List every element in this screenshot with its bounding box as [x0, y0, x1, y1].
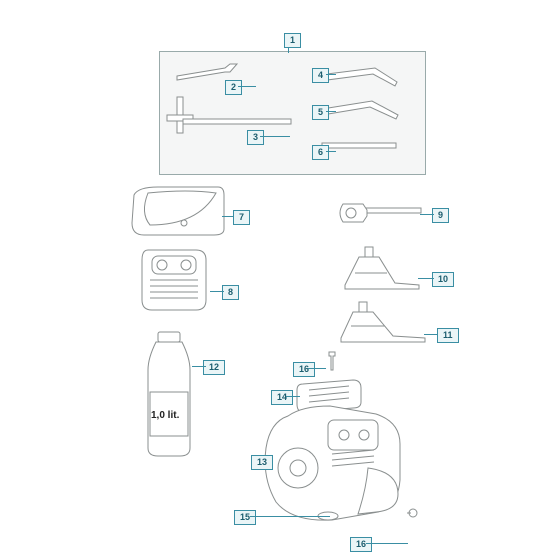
part-angle-tool-1: [325, 60, 405, 90]
callout-12: 12: [203, 360, 225, 375]
leader: [250, 516, 330, 517]
part-tube-2: [335, 300, 430, 346]
callout-8: 8: [222, 285, 239, 300]
leader: [288, 47, 289, 53]
leader: [260, 136, 290, 137]
part-screw-top: [325, 350, 339, 374]
part-socket-tool: [335, 198, 425, 228]
callout-9: 9: [432, 208, 449, 223]
bottle-text: 1,0 lit.: [151, 410, 179, 421]
leader: [286, 396, 300, 397]
leader: [326, 74, 336, 75]
part-angle-tool-2: [320, 95, 405, 125]
callout-16b: 16: [350, 537, 372, 552]
part-shroud: [136, 244, 214, 316]
leader: [222, 216, 234, 217]
callout-1: 1: [284, 33, 301, 48]
leader: [366, 543, 408, 544]
leader: [424, 334, 438, 335]
part-wrench-small: [175, 58, 255, 88]
part-engine: [258, 398, 408, 528]
leader: [192, 366, 206, 367]
leader: [308, 368, 326, 369]
callout-4: 4: [312, 68, 329, 83]
part-screw-bottom: [405, 505, 421, 521]
callout-13: 13: [251, 455, 273, 470]
callout-7: 7: [233, 210, 250, 225]
leader: [238, 86, 256, 87]
callout-14: 14: [271, 390, 293, 405]
callout-15: 15: [234, 510, 256, 525]
callout-5: 5: [312, 105, 329, 120]
callout-11: 11: [437, 328, 459, 343]
callout-2: 2: [225, 80, 242, 95]
leader: [420, 214, 434, 215]
leader: [418, 278, 434, 279]
part-pouch: [128, 185, 228, 240]
part-t-handle: [165, 95, 295, 145]
callout-3: 3: [247, 130, 264, 145]
part-oil-bottle: [140, 330, 196, 460]
callout-10: 10: [432, 272, 454, 287]
leader: [210, 291, 224, 292]
part-tube-1: [335, 245, 425, 293]
callout-6: 6: [312, 145, 329, 160]
leader: [326, 111, 336, 112]
callout-16a: 16: [293, 362, 315, 377]
leader: [326, 151, 336, 152]
